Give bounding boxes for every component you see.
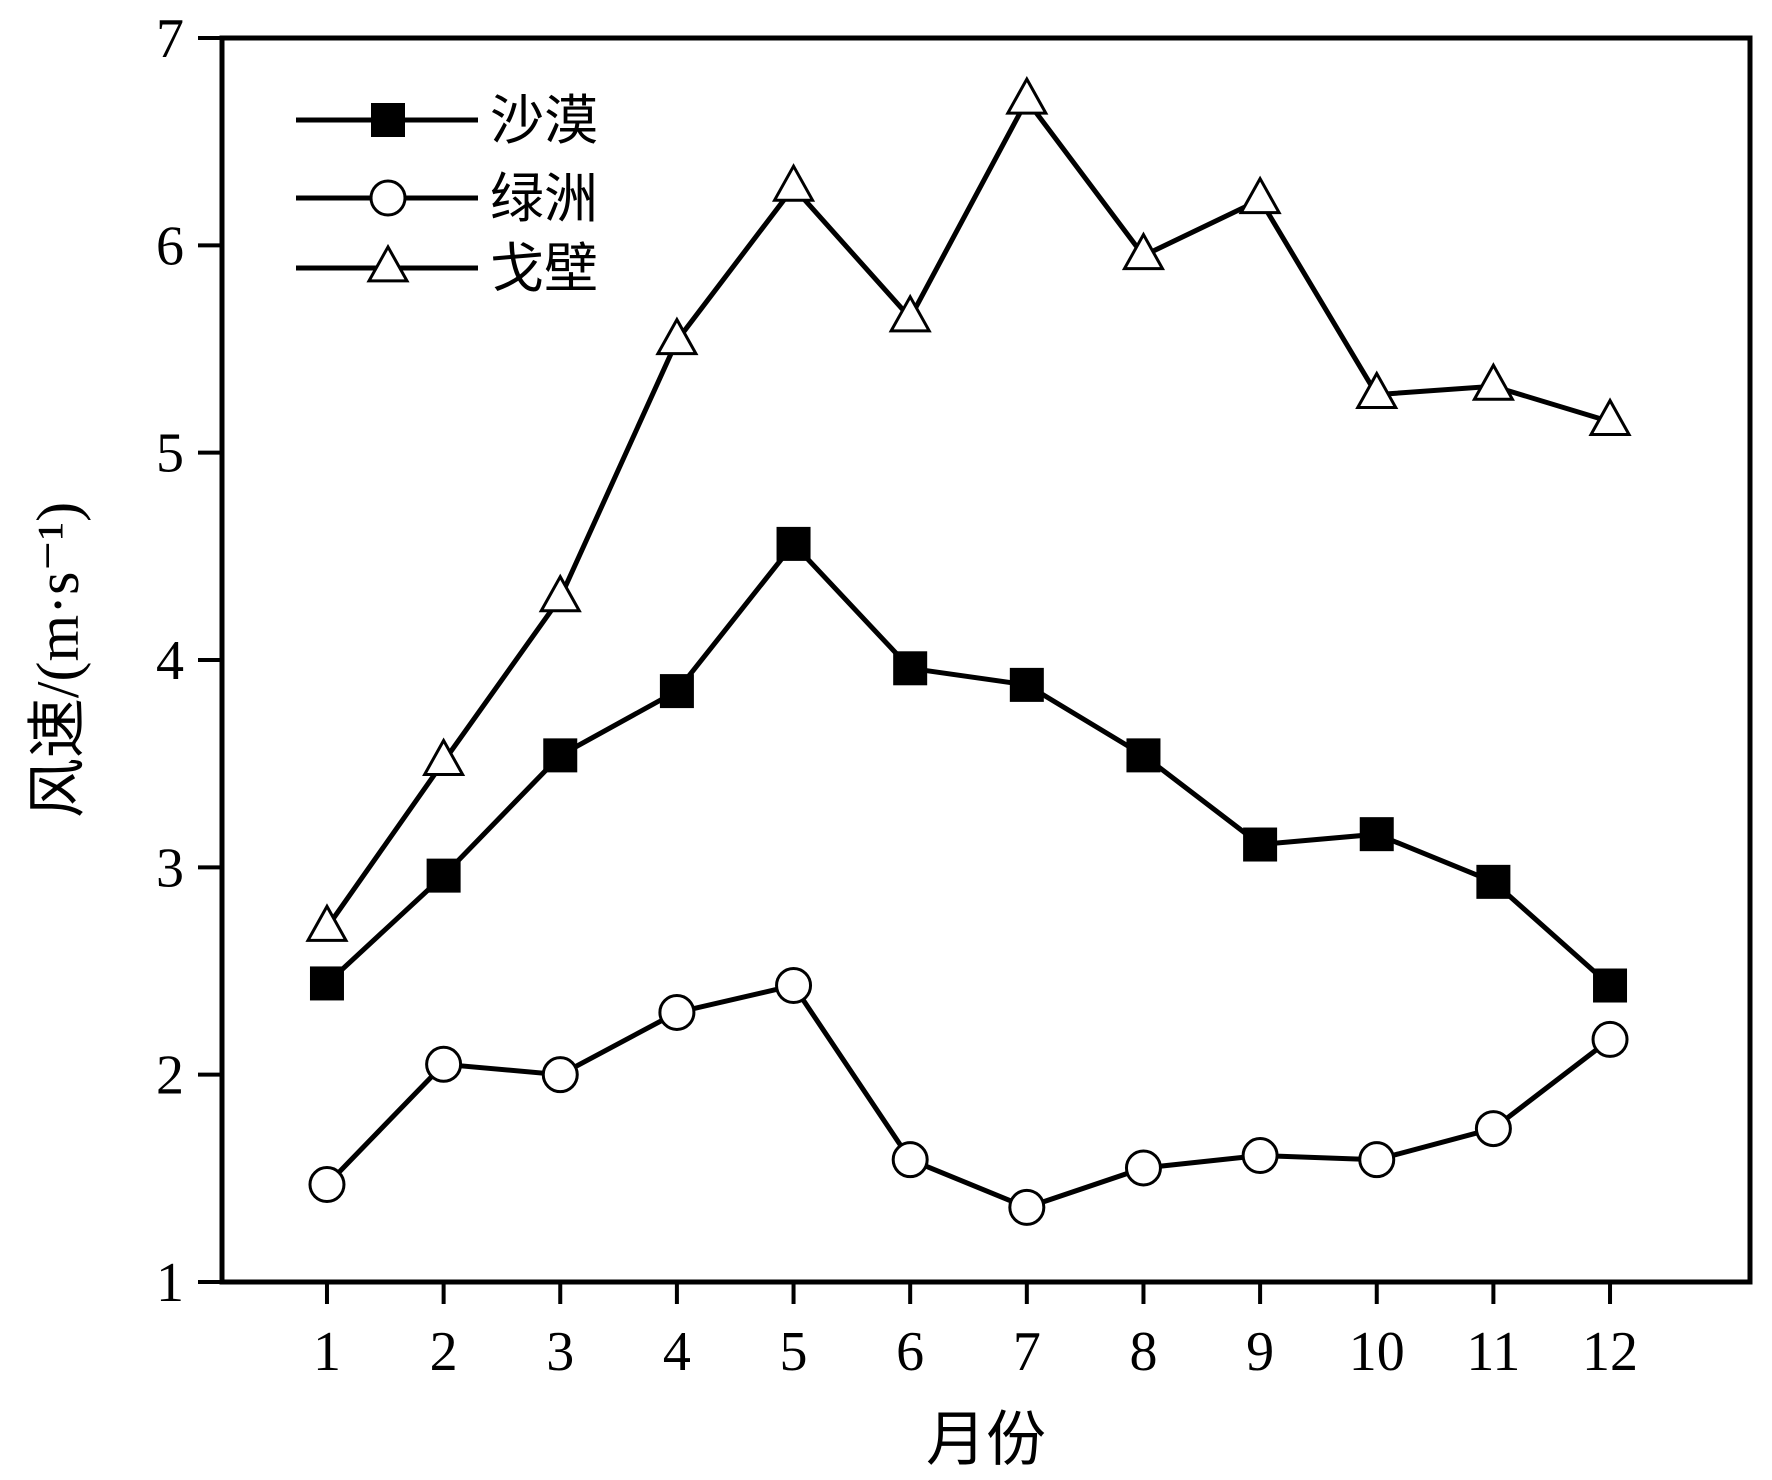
data-point: [775, 967, 813, 1005]
legend-item-3: 戈壁: [296, 239, 598, 299]
data-point: [1126, 738, 1161, 773]
data-point: [1474, 1110, 1512, 1148]
series-1: [309, 526, 1628, 1003]
data-point: [655, 316, 699, 356]
data-point: [891, 1141, 929, 1179]
y-axis-title: 风速/(m·s⁻¹): [25, 502, 91, 818]
x-tick-label: 5: [780, 1321, 808, 1383]
data-point: [1238, 175, 1282, 215]
x-axis-title: 月份: [926, 1407, 1046, 1473]
data-point: [1008, 1188, 1046, 1226]
y-tick-label: 2: [156, 1045, 184, 1107]
data-point: [543, 738, 578, 773]
data-point: [1476, 864, 1511, 899]
legend-label: 沙漠: [490, 91, 598, 151]
data-point: [771, 163, 816, 202]
y-tick-label: 1: [156, 1252, 184, 1314]
data-point: [309, 966, 344, 1001]
legend-label: 绿洲: [490, 169, 598, 229]
legend-label: 戈壁: [490, 239, 598, 299]
x-tick-label: 6: [896, 1321, 924, 1383]
y-tick-label: 3: [156, 837, 184, 899]
x-tick-label: 11: [1466, 1321, 1520, 1383]
data-point: [1241, 1137, 1279, 1175]
series-line: [324, 95, 1611, 929]
y-tick-label: 4: [156, 630, 184, 692]
data-point: [541, 1056, 579, 1094]
series-3: [305, 76, 1632, 942]
x-tick-label: 12: [1582, 1321, 1638, 1383]
x-tick-label: 2: [430, 1321, 458, 1383]
data-point: [426, 858, 461, 893]
data-point: [305, 903, 349, 942]
x-tick-label: 4: [663, 1321, 691, 1383]
x-tick-label: 1: [313, 1321, 341, 1383]
legend-marker: [369, 179, 407, 217]
data-point: [776, 526, 811, 561]
series-layer: [305, 76, 1632, 1226]
legend-marker: [366, 243, 410, 283]
data-point: [893, 651, 928, 686]
data-point: [1243, 827, 1278, 862]
series-line: [325, 982, 1612, 1211]
y-tick-label: 6: [156, 215, 184, 277]
data-point: [659, 674, 694, 709]
data-point: [425, 1045, 463, 1083]
data-point: [1121, 231, 1166, 271]
data-point: [1124, 1149, 1162, 1187]
x-tick-label: 8: [1129, 1321, 1157, 1383]
data-point: [1005, 76, 1049, 115]
data-point: [658, 993, 696, 1031]
data-point: [1358, 1141, 1396, 1179]
data-point: [308, 1166, 346, 1204]
legend-item-2: 绿洲: [296, 169, 598, 229]
y-tick-label: 5: [156, 423, 184, 485]
data-point: [1355, 370, 1399, 410]
data-point: [1359, 817, 1394, 852]
data-point: [538, 573, 582, 613]
data-point: [1471, 362, 1515, 401]
legend-marker: [371, 103, 405, 137]
data-point: [1009, 667, 1044, 702]
x-tick-label: 7: [1013, 1321, 1041, 1383]
data-point: [422, 737, 466, 777]
x-tick-label: 10: [1349, 1321, 1405, 1383]
legend-item-1: 沙漠: [296, 91, 598, 151]
data-point: [888, 293, 932, 333]
data-point: [1593, 968, 1628, 1003]
y-tick-label: 7: [156, 8, 184, 70]
x-tick-label: 9: [1246, 1321, 1274, 1383]
series-line: [325, 540, 1612, 988]
data-point: [1591, 1020, 1629, 1058]
series-2: [308, 967, 1629, 1226]
x-tick-label: 3: [546, 1321, 574, 1383]
data-point: [1588, 397, 1632, 436]
